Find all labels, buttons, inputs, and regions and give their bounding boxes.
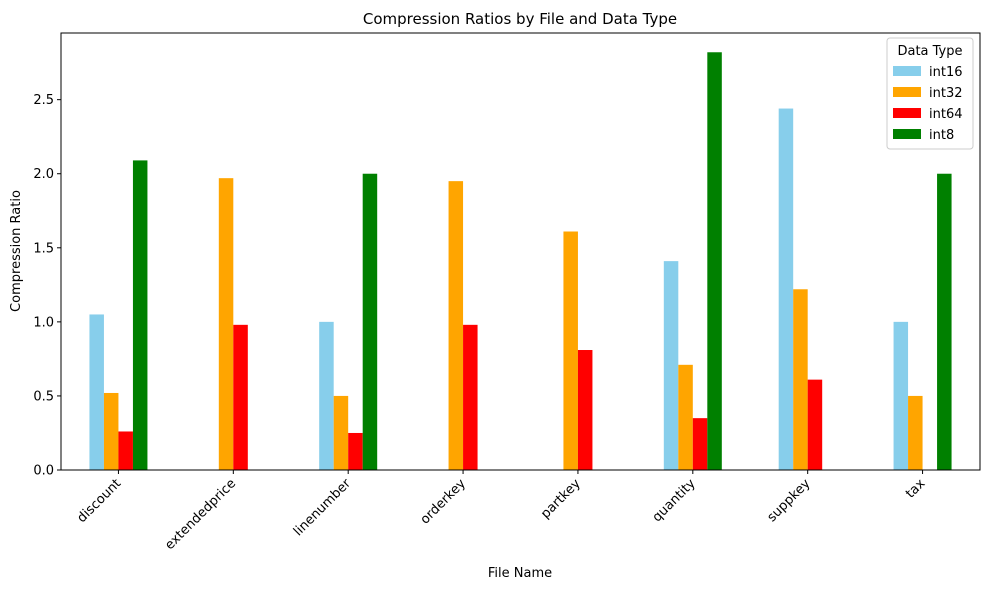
legend-title: Data Type xyxy=(897,44,962,59)
bar-int32-suppkey xyxy=(793,289,808,470)
y-tick-label: 2.5 xyxy=(33,93,54,108)
bar-int8-discount xyxy=(132,160,148,470)
bar-int32-extendedprice xyxy=(218,178,234,471)
axes-frame xyxy=(60,32,981,471)
y-tick-label: 1.0 xyxy=(33,315,54,330)
legend-swatch-int32 xyxy=(893,87,921,97)
x-axis-title: File Name xyxy=(488,566,552,581)
legend-label-int8: int8 xyxy=(929,128,954,143)
bar-int16-discount xyxy=(89,314,104,470)
bar-int32-discount xyxy=(103,392,119,470)
y-tick-label: 2.0 xyxy=(33,167,54,182)
bar-int16-tax xyxy=(893,321,909,470)
y-tick-label: 1.5 xyxy=(33,241,54,256)
y-axis-title: Compression Ratio xyxy=(9,190,24,312)
bar-int64-suppkey xyxy=(807,379,823,470)
x-tick-label: linenumber xyxy=(291,476,355,540)
legend-box xyxy=(886,37,974,150)
x-tick-label: discount xyxy=(74,476,124,526)
bar-int16-linenumber xyxy=(319,321,334,470)
bar-int16-quantity xyxy=(663,261,679,470)
bar-int32-quantity xyxy=(678,364,693,470)
bar-int64-orderkey xyxy=(463,324,478,470)
legend-label-int16: int16 xyxy=(929,65,963,80)
bar-int64-discount xyxy=(118,431,133,470)
x-tick-label: quantity xyxy=(650,476,699,525)
bar-int32-partkey xyxy=(563,231,578,470)
bar-int32-linenumber xyxy=(333,395,349,470)
bar-int64-quantity xyxy=(692,418,708,470)
x-tick-label: extendedprice xyxy=(162,476,239,553)
legend: Data Type int16 int32 int64 int8 xyxy=(886,37,974,150)
x-tick-label: tax xyxy=(903,476,929,502)
plot-area: 0.0 0.5 1.0 1.5 2.0 2.5 discount extendedprice l… xyxy=(33,32,981,553)
legend-swatch-int8 xyxy=(893,129,921,139)
bar-int8-quantity xyxy=(707,52,722,470)
x-tick-label: suppkey xyxy=(765,476,814,525)
y-tick-label: 0.0 xyxy=(33,464,54,479)
y-tick-label: 0.5 xyxy=(33,389,54,404)
bar-int64-partkey xyxy=(577,350,593,470)
x-tick-label: orderkey xyxy=(418,476,469,527)
bar-int32-orderkey xyxy=(448,181,464,470)
legend-label-int32: int32 xyxy=(929,86,963,101)
bar-int32-tax xyxy=(908,395,923,470)
bar-int64-extendedprice xyxy=(233,324,248,470)
bar-int64-linenumber xyxy=(348,432,363,470)
bar-int8-tax xyxy=(937,173,952,471)
bar-int8-linenumber xyxy=(362,173,378,471)
bar-int16-suppkey xyxy=(778,108,794,471)
x-tick-label: partkey xyxy=(538,476,584,522)
chart-title: Compression Ratios by File and Data Type xyxy=(363,10,677,28)
legend-swatch-int64 xyxy=(893,108,921,118)
legend-label-int64: int64 xyxy=(929,107,963,122)
legend-swatch-int16 xyxy=(893,66,921,76)
